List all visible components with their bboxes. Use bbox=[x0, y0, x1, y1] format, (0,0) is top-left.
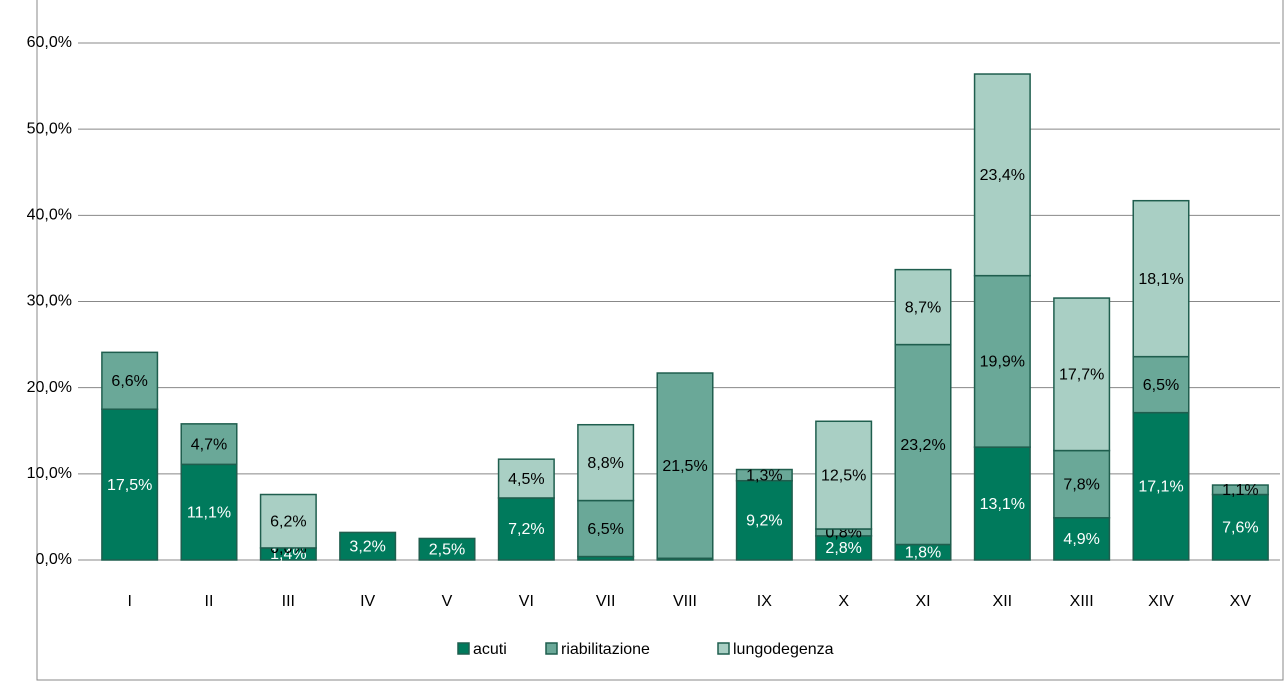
bar-segment bbox=[894, 343, 952, 546]
bar-segment bbox=[1132, 411, 1190, 561]
x-tick-label: V bbox=[442, 593, 453, 610]
x-tick-label: XIII bbox=[1070, 593, 1094, 610]
x-tick-label: IV bbox=[360, 593, 375, 610]
x-tick-label: XIV bbox=[1148, 593, 1174, 610]
bar-segment bbox=[1053, 517, 1111, 561]
bar-segment bbox=[1132, 355, 1190, 414]
data-label: 17,5% bbox=[107, 477, 152, 494]
data-label: 6,5% bbox=[1143, 377, 1179, 394]
bar-segment bbox=[1053, 297, 1111, 452]
x-tick-label: XV bbox=[1230, 593, 1252, 610]
y-tick-label: 60,0% bbox=[27, 34, 72, 51]
data-label: 23,4% bbox=[980, 167, 1025, 184]
x-tick-label: X bbox=[838, 593, 849, 610]
legend-swatch bbox=[457, 642, 470, 655]
data-label: 21,5% bbox=[662, 458, 707, 475]
bar-segment bbox=[735, 468, 793, 482]
bar-segment bbox=[577, 423, 635, 502]
data-label: 7,6% bbox=[1222, 519, 1258, 536]
legend-label: acuti bbox=[473, 641, 507, 658]
data-label: 1,3% bbox=[746, 467, 782, 484]
bar-segment bbox=[101, 408, 159, 561]
bar-segment bbox=[259, 493, 317, 549]
data-label: 1,8% bbox=[905, 544, 941, 561]
legend-swatch bbox=[545, 642, 558, 655]
bar-segment bbox=[339, 531, 397, 561]
y-tick-label: 0,0% bbox=[36, 551, 72, 568]
x-tick-label: I bbox=[127, 593, 131, 610]
y-tick-label: 10,0% bbox=[27, 465, 72, 482]
bar-segment bbox=[656, 372, 714, 560]
bar-segment bbox=[497, 497, 555, 561]
data-label: 13,1% bbox=[980, 496, 1025, 513]
data-label: 4,5% bbox=[508, 471, 544, 488]
x-tick-label: II bbox=[205, 593, 214, 610]
bar-segment bbox=[418, 537, 476, 561]
y-tick-label: 40,0% bbox=[27, 207, 72, 224]
data-label: 6,2% bbox=[270, 513, 306, 530]
data-label: 4,9% bbox=[1063, 531, 1099, 548]
data-label: 6,6% bbox=[111, 373, 147, 390]
bar-segment bbox=[973, 73, 1031, 277]
data-label: 6,5% bbox=[587, 521, 623, 538]
data-label: 4,7% bbox=[191, 436, 227, 453]
y-tick-label: 30,0% bbox=[27, 293, 72, 310]
legend-swatch bbox=[717, 642, 730, 655]
x-tick-label: XII bbox=[993, 593, 1013, 610]
x-tick-label: VII bbox=[596, 593, 616, 610]
bar-segment bbox=[1211, 484, 1269, 496]
chart-frame bbox=[36, 0, 1284, 681]
bar-segment bbox=[180, 463, 238, 561]
bar-segment bbox=[973, 446, 1031, 561]
bar-segment bbox=[1132, 199, 1190, 358]
data-label: 23,2% bbox=[900, 437, 945, 454]
data-label: 19,9% bbox=[980, 354, 1025, 371]
y-tick-label: 50,0% bbox=[27, 120, 72, 137]
data-label: 1,4% bbox=[270, 546, 306, 563]
bar-segment bbox=[497, 458, 555, 499]
legend-label: lungodegenza bbox=[733, 641, 834, 658]
bar-segment bbox=[815, 535, 873, 561]
data-label: 11,1% bbox=[187, 504, 231, 521]
data-label: 7,2% bbox=[508, 521, 544, 538]
data-label: 12,5% bbox=[821, 467, 866, 484]
data-label: 9,2% bbox=[746, 513, 782, 530]
x-tick-label: III bbox=[282, 593, 295, 610]
x-tick-label: VI bbox=[519, 593, 534, 610]
data-label: 7,8% bbox=[1063, 476, 1099, 493]
data-label: 17,1% bbox=[1138, 479, 1183, 496]
data-label: 8,8% bbox=[587, 455, 623, 472]
data-label: 17,7% bbox=[1059, 367, 1104, 384]
y-tick-label: 20,0% bbox=[27, 379, 72, 396]
bar-segment bbox=[894, 268, 952, 346]
x-tick-label: VIII bbox=[673, 593, 697, 610]
x-tick-label: XI bbox=[915, 593, 930, 610]
legend-label: riabilitazione bbox=[561, 641, 650, 658]
data-label: 18,1% bbox=[1138, 271, 1183, 288]
data-label: 8,7% bbox=[905, 299, 941, 316]
bar-segment bbox=[815, 420, 873, 530]
data-label: 3,2% bbox=[349, 538, 385, 555]
bar-segment bbox=[180, 423, 238, 466]
bar-segment bbox=[735, 479, 793, 561]
data-label: 1,1% bbox=[1222, 482, 1258, 499]
bar-segment bbox=[101, 351, 159, 410]
data-label: 2,8% bbox=[825, 540, 861, 557]
bar-segment bbox=[973, 274, 1031, 448]
data-label: 2,5% bbox=[429, 541, 465, 558]
x-tick-label: IX bbox=[757, 593, 772, 610]
